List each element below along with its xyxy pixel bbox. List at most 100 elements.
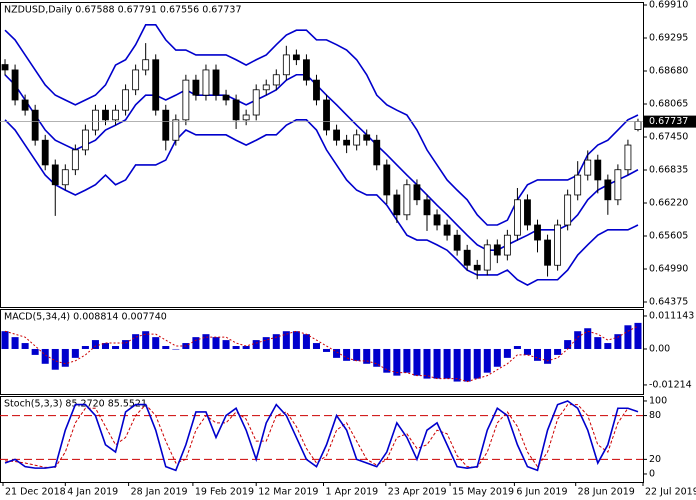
candle-body bbox=[604, 179, 612, 201]
y-tick-label: 100 bbox=[649, 395, 667, 406]
macd-bar bbox=[443, 348, 451, 379]
y-tick-label: 0.66220 bbox=[649, 198, 688, 209]
macd-signal bbox=[4, 325, 639, 383]
candle-body bbox=[433, 214, 441, 226]
macd-bar bbox=[373, 348, 381, 367]
macd-bar bbox=[91, 340, 99, 349]
candle-body bbox=[614, 169, 622, 201]
candle-body bbox=[152, 59, 160, 111]
macd-bar bbox=[594, 337, 602, 349]
candle-body bbox=[92, 109, 99, 131]
x-tick-label: 4 Jan 2019 bbox=[67, 487, 118, 498]
panel-title: MACD(5,34,4) 0.008814 0.007740 bbox=[4, 312, 167, 323]
panel-frame bbox=[0, 2, 644, 308]
candle-body bbox=[323, 99, 330, 131]
macd-bar bbox=[11, 337, 19, 349]
candle-body bbox=[313, 79, 320, 101]
panel-frame bbox=[0, 396, 644, 483]
macd-bar bbox=[463, 348, 471, 382]
macd-bar bbox=[41, 348, 49, 364]
macd-bar bbox=[262, 337, 270, 349]
macd-bar bbox=[122, 340, 130, 349]
x-tick-label: 12 Mar 2019 bbox=[258, 487, 318, 498]
macd-bar bbox=[473, 348, 481, 379]
current-price-label: 0.67737 bbox=[649, 116, 688, 127]
y-tick-label: 0.69910 bbox=[649, 0, 688, 11]
macd-bar bbox=[31, 348, 39, 355]
macd-bar bbox=[493, 348, 501, 367]
macd-bar bbox=[403, 348, 411, 373]
macd-bar bbox=[81, 346, 89, 349]
candle-body bbox=[292, 54, 300, 61]
macd-bar bbox=[302, 334, 310, 349]
bollinger-middle bbox=[4, 73, 639, 252]
candle-body bbox=[483, 244, 491, 271]
y-tick-label: 0.65605 bbox=[649, 231, 688, 242]
candle-body bbox=[122, 89, 130, 111]
macd-bar bbox=[101, 343, 110, 349]
candle-body bbox=[564, 194, 572, 226]
candle-body bbox=[363, 134, 371, 141]
macd-bar bbox=[242, 346, 250, 349]
macd-bar bbox=[282, 331, 290, 349]
bollinger-upper bbox=[4, 24, 639, 226]
x-tick-label: 1 Apr 2019 bbox=[326, 487, 379, 498]
macd-bar bbox=[162, 346, 170, 349]
x-tick-label: 21 Dec 2018 bbox=[5, 487, 66, 498]
candle-body bbox=[21, 99, 29, 111]
candle-body bbox=[222, 94, 230, 101]
candle-body bbox=[503, 234, 511, 256]
candle-body bbox=[534, 224, 541, 241]
macd-bar bbox=[132, 334, 140, 349]
candle-body bbox=[423, 199, 431, 216]
macd-bar bbox=[222, 340, 230, 349]
candle-body bbox=[61, 169, 69, 186]
macd-bar bbox=[272, 334, 280, 349]
candle-body bbox=[212, 69, 220, 96]
candle-body bbox=[634, 121, 642, 131]
macd-bar bbox=[483, 348, 491, 373]
macd-bar bbox=[21, 343, 29, 349]
candle-body bbox=[172, 119, 180, 141]
candle-body bbox=[594, 159, 602, 181]
candle-body bbox=[443, 224, 451, 236]
candle-body bbox=[202, 69, 210, 96]
macd-bar bbox=[172, 348, 180, 350]
macd-bar bbox=[343, 348, 351, 361]
y-tick-label: 0.64375 bbox=[649, 297, 688, 308]
candle-body bbox=[383, 164, 391, 196]
candle-body bbox=[282, 54, 290, 76]
macd-bar bbox=[433, 348, 441, 379]
macd-bar bbox=[614, 334, 622, 349]
y-tick-label: 0 bbox=[649, 468, 655, 479]
macd-bar bbox=[353, 348, 361, 361]
candle-body bbox=[514, 199, 521, 236]
macd-bar bbox=[61, 348, 69, 367]
macd-bar bbox=[192, 337, 200, 349]
candle-body bbox=[473, 264, 481, 271]
candle-body bbox=[182, 79, 190, 121]
candle-body bbox=[272, 74, 280, 86]
macd-bar bbox=[142, 331, 150, 349]
macd-bar bbox=[323, 348, 331, 352]
candle-body bbox=[102, 109, 109, 121]
candle-body bbox=[132, 69, 140, 91]
macd-bar bbox=[333, 348, 341, 358]
y-tick-label: 0.64990 bbox=[649, 264, 688, 275]
macd-bar bbox=[212, 337, 220, 349]
macd-bar bbox=[513, 346, 521, 349]
candle-body bbox=[51, 164, 59, 186]
y-tick-label: 0.68065 bbox=[649, 99, 688, 110]
candle-body bbox=[624, 144, 632, 171]
candle-body bbox=[544, 239, 551, 266]
y-tick-label: 0.68680 bbox=[649, 66, 688, 77]
candle-body bbox=[142, 59, 150, 71]
y-tick-label: 0.69295 bbox=[649, 33, 688, 44]
macd-bar bbox=[554, 348, 562, 355]
candle-body bbox=[574, 174, 582, 196]
candle-body bbox=[413, 184, 421, 201]
candle-body bbox=[11, 69, 19, 101]
macd-bar bbox=[1, 331, 9, 349]
macd-bar bbox=[363, 348, 371, 364]
macd-bar bbox=[423, 348, 431, 379]
